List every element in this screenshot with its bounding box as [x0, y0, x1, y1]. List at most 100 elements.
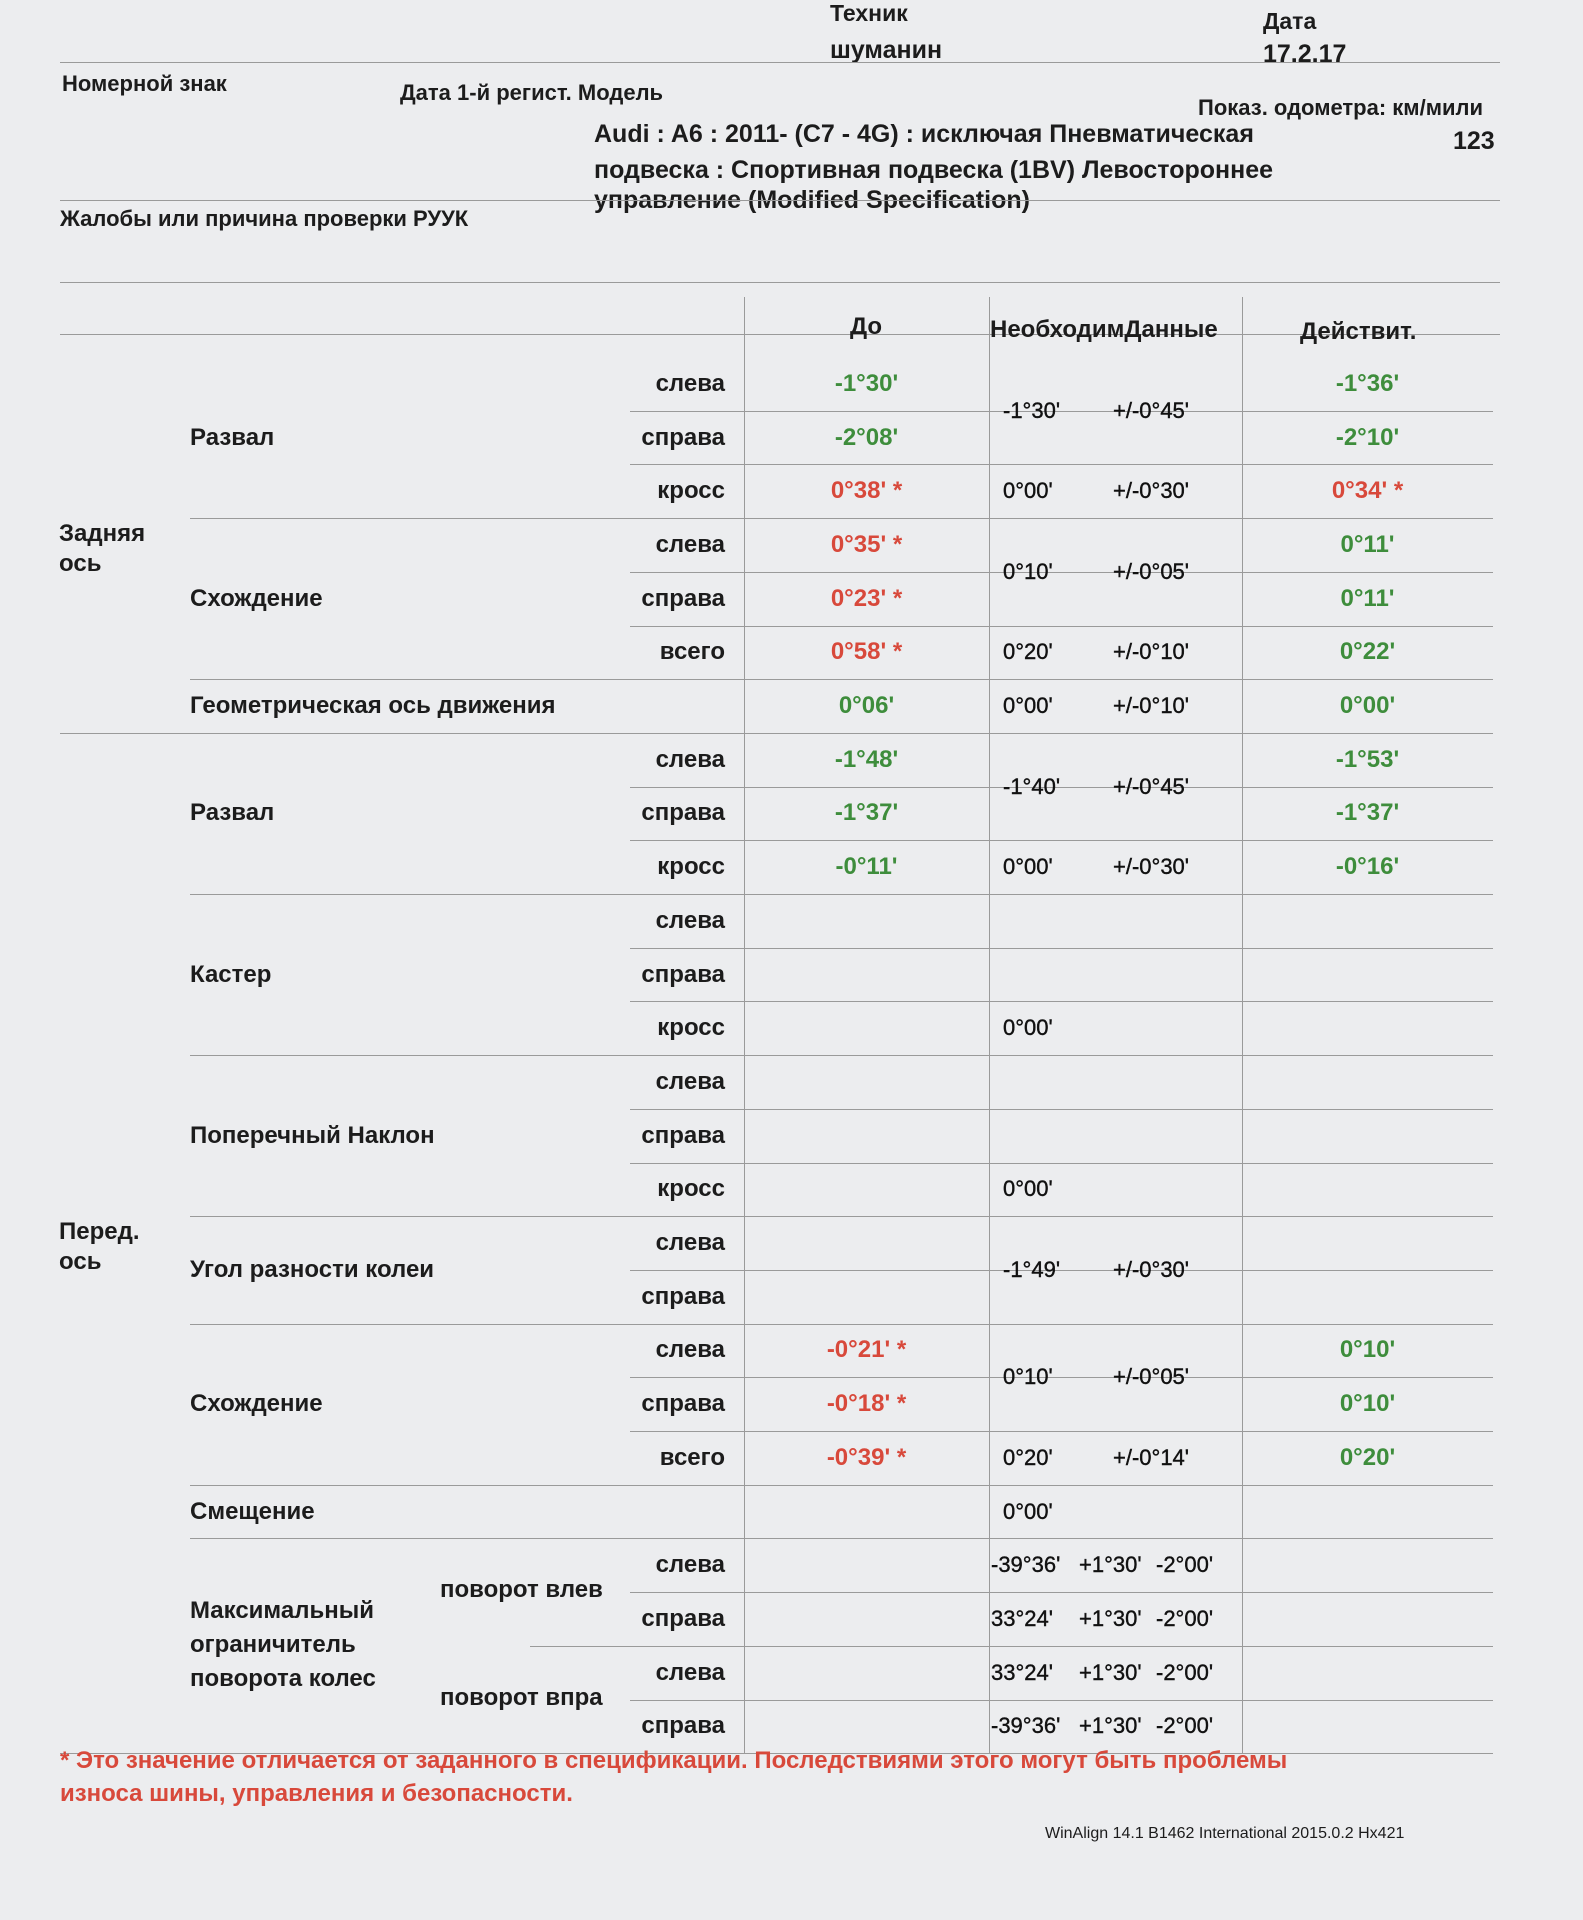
sub-label: справа — [641, 1282, 725, 1310]
row-divider — [630, 625, 1493, 627]
spec-value: 0°00' — [1003, 1498, 1053, 1524]
technician-label: Техник — [830, 0, 908, 26]
actual-value: 0°22' — [1339, 638, 1396, 666]
row-divider — [190, 1216, 1493, 1218]
before-value: -0°18' * — [826, 1390, 907, 1418]
group-label: Геометрическая ось движения — [190, 692, 556, 720]
spec-value: 0°00' — [1003, 693, 1053, 719]
sub-label: всего — [659, 1443, 725, 1471]
row-divider — [630, 1108, 1493, 1110]
sub-label: слева — [655, 1229, 725, 1257]
before-value: 0°23' * — [830, 584, 903, 612]
divider — [60, 62, 1500, 63]
sub-label: справа — [641, 1390, 725, 1418]
row-divider — [630, 410, 1493, 412]
row-divider — [190, 518, 1493, 520]
turn-label: поворот влев — [440, 1576, 603, 1604]
group-label: Кастер — [190, 960, 272, 988]
before-value: -1°48' — [834, 745, 899, 773]
out-of-spec-note: * Это значение отличается от заданного в… — [60, 1747, 1288, 1807]
spec-tolerance-plus: +1°30' — [1079, 1605, 1142, 1631]
row-divider — [190, 1055, 1493, 1057]
column-divider — [1242, 297, 1243, 1754]
spec-value: 0°00' — [1003, 478, 1053, 504]
regdate-model-label: Дата 1-й регист. Модель — [400, 80, 664, 105]
column-divider — [744, 297, 745, 1754]
spec-tolerance: +/-0°45' — [1113, 773, 1189, 799]
spec-value: -1°49' — [1003, 1256, 1061, 1282]
before-value: 0°35' * — [830, 530, 903, 558]
axle-label: Перед. ось — [59, 1218, 140, 1276]
spec-value: 0°10' — [1003, 1364, 1053, 1390]
sub-label: слева — [655, 369, 725, 397]
sub-label: кросс — [657, 1014, 725, 1042]
software-version: WinAlign 14.1 B1462 International 2015.0… — [1045, 1825, 1405, 1842]
sub-label: кросс — [657, 1175, 725, 1203]
row-divider — [60, 1753, 1493, 1755]
turn-label: поворот впра — [440, 1683, 603, 1711]
group-label: Развал — [190, 423, 275, 451]
row-divider — [630, 571, 1493, 573]
group-label: Схождение — [190, 584, 323, 612]
row-divider — [630, 947, 1493, 949]
row-divider — [630, 1699, 1493, 1701]
technician-name: шуманин — [830, 36, 943, 64]
actual-value: -1°53' — [1335, 745, 1400, 773]
column-divider — [989, 297, 990, 1754]
actual-value: 0°11' — [1340, 530, 1395, 558]
before-value: -1°37' — [834, 799, 899, 827]
before-value: -0°11' — [835, 853, 898, 881]
sub-label: справа — [641, 1712, 725, 1740]
row-divider — [630, 1269, 1493, 1271]
sub-label: слева — [655, 1336, 725, 1364]
spec-tolerance: +/-0°10' — [1113, 693, 1189, 719]
spec-tolerance-minus: -2°00' — [1156, 1552, 1214, 1578]
spec-tolerance: +/-0°30' — [1113, 478, 1189, 504]
odometer-value: 123 — [1453, 127, 1495, 155]
row-divider — [630, 840, 1493, 842]
row-divider — [190, 1484, 1493, 1486]
spec-value: 0°10' — [1003, 558, 1053, 584]
before-value: -1°30' — [834, 369, 899, 397]
sub-label: справа — [641, 960, 725, 988]
row-divider — [530, 1645, 1493, 1647]
date-label: Дата — [1263, 8, 1317, 34]
before-value: 0°06' — [838, 692, 895, 720]
group-label: Схождение — [190, 1390, 323, 1418]
row-divider — [630, 786, 1493, 788]
spec-tolerance: +/-0°10' — [1113, 639, 1189, 665]
date-value: 17.2.17 — [1263, 40, 1347, 68]
before-value: 0°38' * — [830, 477, 903, 505]
column-header-actual: Действит. — [1300, 318, 1417, 345]
spec-value: -1°30' — [1003, 397, 1061, 423]
sub-label: справа — [641, 1604, 725, 1632]
sub-label: слева — [655, 530, 725, 558]
divider — [60, 282, 1500, 283]
row-divider — [630, 1377, 1493, 1379]
table-top-line — [60, 334, 1500, 335]
before-value: 0°58' * — [830, 638, 903, 666]
sub-label: справа — [641, 584, 725, 612]
complaint-label: Жалобы или причина проверки РУУК — [60, 206, 469, 231]
sub-label: справа — [641, 423, 725, 451]
sub-label: кросс — [657, 477, 725, 505]
sub-label: слева — [655, 1658, 725, 1686]
spec-value: 0°20' — [1003, 639, 1053, 665]
spec-tolerance-minus: -2°00' — [1156, 1713, 1214, 1739]
spec-value: -39°36' — [991, 1713, 1061, 1739]
before-value: -2°08' — [834, 423, 899, 451]
spec-value: 0°00' — [1003, 1176, 1053, 1202]
spec-value: -39°36' — [991, 1552, 1061, 1578]
actual-value: 0°20' — [1339, 1443, 1396, 1471]
spec-value: 33°24' — [991, 1659, 1053, 1685]
spec-tolerance-minus: -2°00' — [1156, 1605, 1214, 1631]
row-divider — [630, 1431, 1493, 1432]
sub-label: справа — [641, 1121, 725, 1149]
row-divider — [190, 1323, 1493, 1325]
spec-tolerance: +/-0°14' — [1113, 1444, 1189, 1470]
before-value: -0°21' * — [826, 1336, 907, 1364]
spec-value: 33°24' — [991, 1605, 1053, 1631]
sub-label: всего — [659, 638, 725, 666]
model-line-2: подвеска : Спортивная подвеска (1BV) Лев… — [594, 156, 1274, 184]
actual-value: 0°10' — [1339, 1390, 1396, 1418]
